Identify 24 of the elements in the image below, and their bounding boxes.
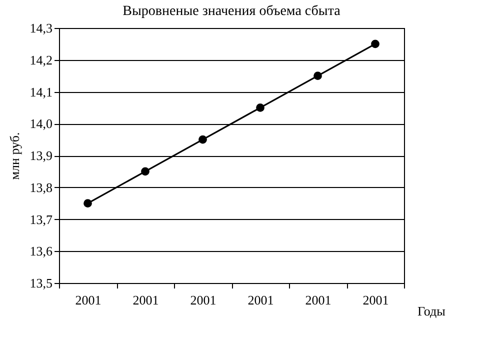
y-tick-label: 13,6 [30, 244, 53, 259]
y-tick-label: 13,5 [30, 276, 52, 290]
y-tick-label: 13,7 [30, 212, 53, 227]
point [256, 104, 264, 112]
x-tick-label: 2001 [75, 292, 102, 308]
y-tick-label: 14,2 [30, 52, 52, 68]
x-tick-label: 2001 [362, 292, 389, 308]
x-tick-label: 2001 [248, 292, 274, 308]
x-tick-label: 2001 [305, 292, 332, 308]
y-tick-label: 14,0 [30, 116, 52, 132]
point [84, 199, 92, 208]
x-tick-label: 2001 [190, 292, 216, 308]
y-tick-label: 14,1 [30, 84, 52, 100]
y-tick-label: 13,8 [30, 180, 52, 195]
point [314, 72, 322, 80]
point [371, 40, 380, 48]
x-tick-label: 2001 [132, 292, 159, 308]
chart-title: Выровненые значения объема сбыта [122, 4, 342, 19]
y-tick-label: 14,3 [30, 20, 52, 36]
x-axis-title: Годы [418, 304, 446, 318]
point [198, 135, 207, 144]
point [141, 167, 150, 176]
y-tick-label: 13,9 [30, 148, 52, 163]
y-axis-title: млн руб. [6, 132, 22, 180]
